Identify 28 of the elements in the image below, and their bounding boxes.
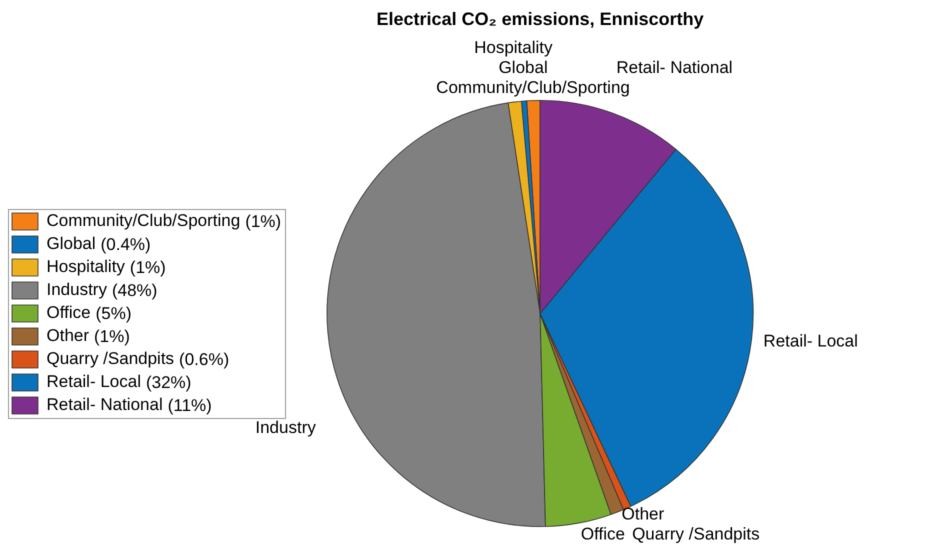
slice-label: Global [498, 58, 548, 78]
data-label: (32%) [146, 373, 192, 392]
slice-label: Office [580, 524, 625, 544]
slice-label: Hospitality [474, 38, 553, 58]
data-label: (1%) [94, 327, 130, 346]
slice-label: Community/Club/Sporting [436, 78, 630, 98]
legend-label: Global [46, 234, 96, 254]
data-label: (48%) [112, 281, 158, 300]
slice-label: Other [622, 504, 664, 524]
legend-label: Retail- Local [46, 372, 141, 392]
data-label: (0.6%) [179, 350, 230, 370]
legend-label: Hospitality [46, 257, 126, 276]
slice-label: Retail- Local [763, 331, 858, 350]
data-label: (0.4%) [100, 235, 151, 254]
slice-label: Retail- National [616, 58, 733, 78]
legend-label: Community/Club/Sporting [46, 211, 240, 230]
legend-label: Retail- National [46, 395, 163, 414]
data-label: (5%) [96, 304, 132, 324]
legend-label: Other [46, 326, 90, 346]
slice-label: Quarry /Sandpits [632, 524, 760, 544]
slice-label: Industry [255, 418, 316, 438]
legend-label: Industry [46, 280, 108, 300]
data-label: (1%) [130, 258, 166, 278]
legend-label: Office [46, 303, 91, 322]
data-label: (1%) [245, 212, 282, 232]
chart-title: Electrical CO₂ emissions, Enniscorthy [376, 8, 704, 29]
legend-label: Quarry /Sandpits [46, 349, 174, 368]
data-label: (11%) [168, 396, 212, 416]
